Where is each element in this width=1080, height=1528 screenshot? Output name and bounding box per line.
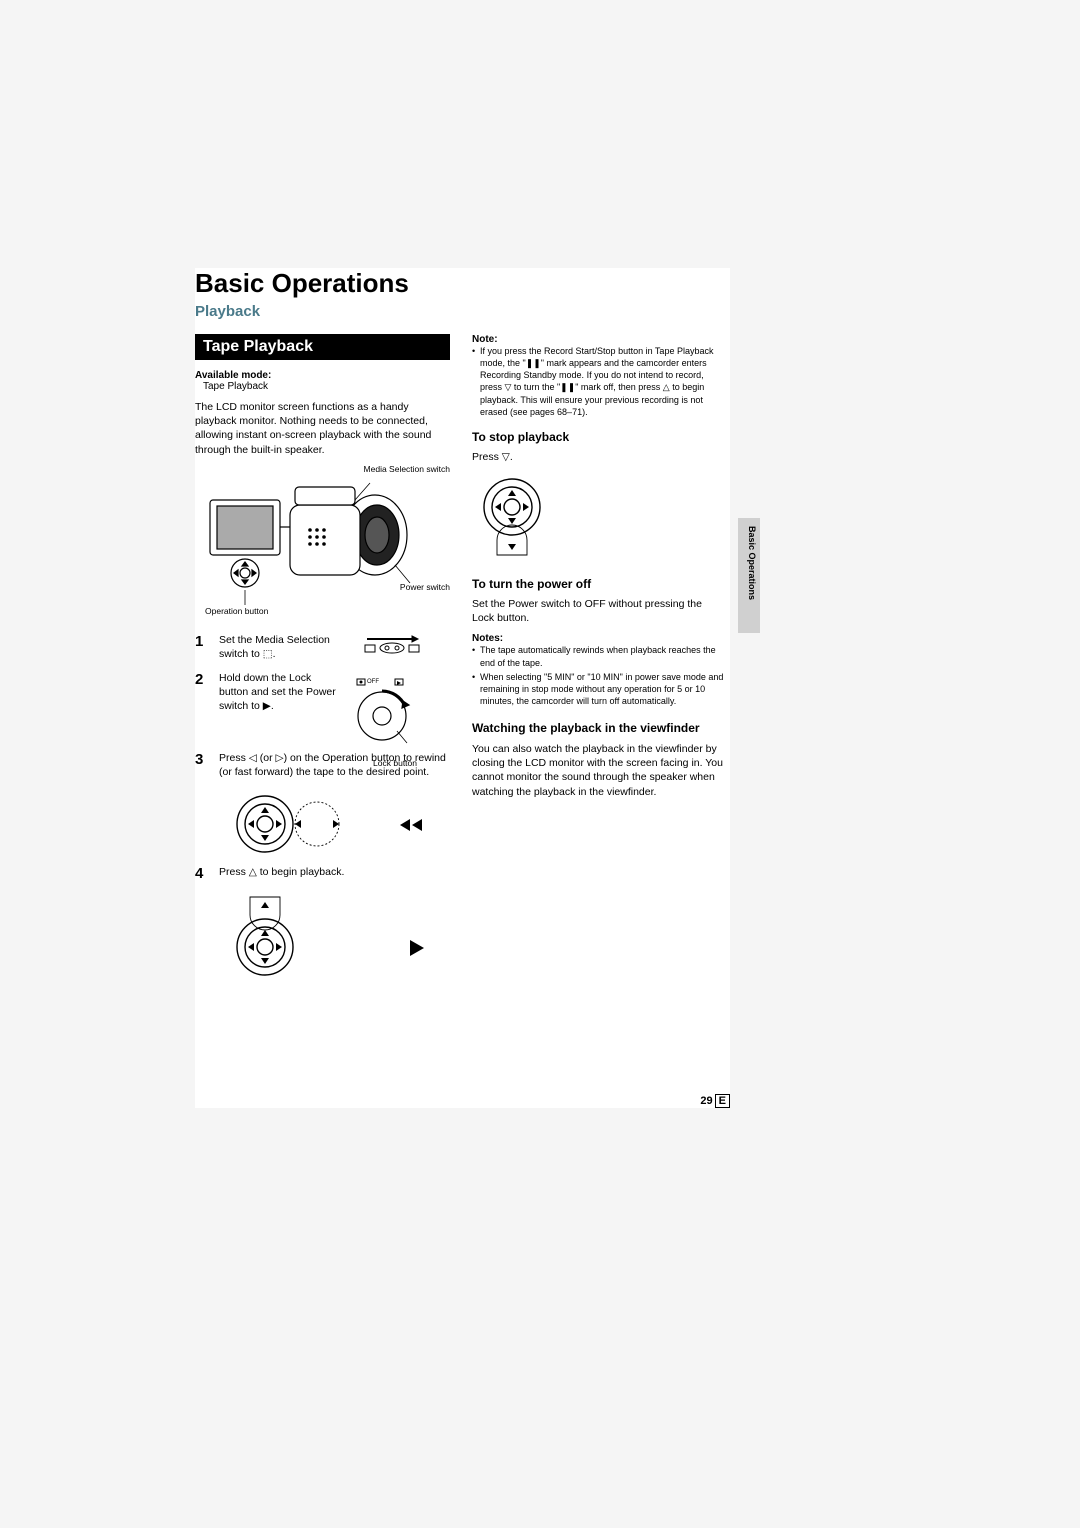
step-num-2: 2	[195, 671, 209, 688]
op-button-diagram-2	[225, 892, 445, 982]
step-list: 1 Set the Media Selection switch to ⬚.	[195, 633, 450, 983]
media-switch-label: Media Selection switch	[364, 465, 450, 474]
tape-playback-heading: Tape Playback	[195, 334, 450, 360]
step-num-3: 3	[195, 751, 209, 768]
svg-text:OFF: OFF	[367, 679, 379, 685]
section-title: Playback	[195, 303, 730, 320]
step-1-text: Set the Media Selection switch to ⬚.	[219, 633, 349, 661]
operation-button-label: Operation button	[205, 607, 268, 616]
op-button-diagram-stop	[472, 472, 727, 567]
viewfinder-text: You can also watch the playback in the v…	[472, 742, 727, 799]
note-text: If you press the Record Start/Stop butto…	[472, 345, 727, 418]
chapter-title: Basic Operations	[195, 268, 730, 299]
viewfinder-heading: Watching the playback in the viewfinder	[472, 721, 727, 736]
op-button-diagram-1	[225, 789, 445, 859]
page-number-value: 29	[700, 1095, 712, 1107]
step-1: 1 Set the Media Selection switch to ⬚.	[195, 633, 450, 661]
step-2: 2 Hold down the Lock button and set the …	[195, 671, 450, 741]
power-off-text: Set the Power switch to OFF without pres…	[472, 597, 727, 625]
page: Basic Operations Playback Basic Operatio…	[195, 268, 730, 1108]
power-switch-label: Power switch	[400, 583, 450, 592]
page-number: 29E	[700, 1094, 730, 1108]
note-item-1: The tape automatically rewinds when play…	[472, 644, 727, 668]
content-columns: Tape Playback Available mode: Tape Playb…	[195, 334, 730, 988]
note-label: Note:	[472, 334, 727, 345]
intro-text: The LCD monitor screen functions as a ha…	[195, 400, 450, 457]
right-column: Note: If you press the Record Start/Stop…	[472, 334, 727, 988]
step-4-text: Press △ to begin playback.	[219, 865, 450, 879]
media-switch-icon	[357, 633, 427, 660]
stop-heading: To stop playback	[472, 430, 727, 444]
power-switch-icon: OFF Lock button	[347, 671, 417, 741]
camcorder-diagram: Media Selection switch Power switch Oper…	[195, 465, 450, 625]
camcorder-svg	[195, 465, 450, 625]
available-mode-label: Available mode:	[195, 370, 450, 381]
step-num-1: 1	[195, 633, 209, 650]
lock-button-label: Lock button	[347, 758, 417, 768]
side-tab-label: Basic Operations	[747, 526, 757, 600]
available-mode-value: Tape Playback	[203, 381, 450, 392]
notes-list: The tape automatically rewinds when play…	[472, 644, 727, 707]
step-2-text: Hold down the Lock button and set the Po…	[219, 671, 339, 714]
power-off-heading: To turn the power off	[472, 577, 727, 591]
stop-text: Press ▽.	[472, 450, 727, 464]
left-column: Tape Playback Available mode: Tape Playb…	[195, 334, 450, 988]
note-item-2: When selecting "5 MIN" or "10 MIN" in po…	[472, 671, 727, 707]
step-num-4: 4	[195, 865, 209, 882]
step-4: 4 Press △ to begin playback.	[195, 865, 450, 882]
page-letter: E	[715, 1094, 730, 1108]
notes-label: Notes:	[472, 633, 727, 644]
